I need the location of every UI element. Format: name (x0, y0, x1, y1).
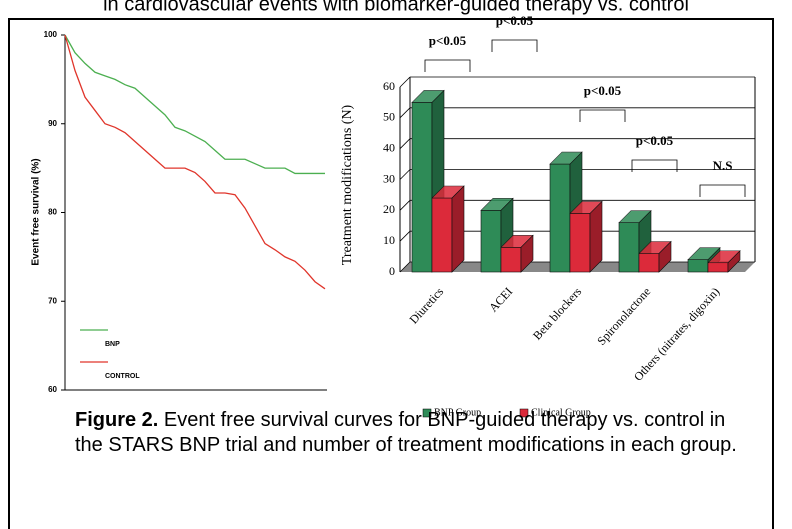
y-tick-label: 40 (383, 140, 395, 154)
bracket (699, 184, 746, 197)
legend-label: Clinical Group (531, 407, 591, 418)
caption: Figure 2. Event free survival curves for… (75, 408, 755, 458)
bar-side (727, 250, 741, 273)
y-tick-label: 90 (48, 119, 57, 128)
grid-line (399, 230, 411, 242)
x-tick-label: ACEI (486, 284, 515, 314)
bar-side (589, 200, 603, 273)
grid-line (399, 261, 411, 273)
bar-front (569, 213, 591, 273)
survival-line (64, 34, 326, 290)
bar-front (618, 222, 640, 273)
x-tick-label: Diuretics (406, 284, 446, 326)
y-tick-label: 10 (383, 233, 395, 247)
legend-label: BNP (105, 341, 120, 348)
bracket (424, 59, 471, 72)
bracket (579, 109, 626, 122)
caption-label: Figure 2. (75, 409, 159, 431)
grid-line (399, 76, 411, 88)
grid-line (399, 169, 411, 180)
x-tick-label: Spironolactone (594, 284, 653, 347)
grid-line (399, 200, 411, 211)
y-tick-label: 20 (383, 202, 395, 216)
y-tick-label: 60 (383, 79, 395, 93)
bar-side (658, 240, 672, 273)
frame (8, 18, 774, 529)
bar-front (687, 259, 709, 273)
y-axis-label: Event free survival (%) (31, 158, 42, 265)
y-tick-label: 50 (383, 110, 395, 124)
y-tick-label: 30 (383, 171, 395, 185)
legend-swatch (422, 408, 432, 418)
bracket (491, 39, 538, 52)
annotation: p<0.05 (429, 33, 467, 48)
y-axis-label: Treatment modifications (N) (340, 104, 355, 265)
annotation: p<0.05 (496, 13, 534, 28)
y-tick-label: 100 (44, 30, 58, 39)
grid-line (399, 107, 411, 119)
y-tick-label: 0 (389, 264, 395, 278)
legend-swatch (519, 408, 529, 418)
annotation: p<0.05 (584, 83, 622, 98)
bar-front (431, 197, 453, 273)
annotation: N.S (713, 158, 733, 173)
bar-front (549, 163, 571, 273)
y-tick-label: 60 (48, 385, 57, 394)
y-tick-label: 80 (48, 208, 57, 217)
caption-text: Event free survival curves for BNP-guide… (75, 409, 737, 456)
bar-front (480, 210, 502, 273)
bar-front (411, 102, 433, 273)
slide-title: in cardiovascular events with biomarker-… (103, 0, 689, 15)
grid-line (399, 138, 411, 149)
bracket (631, 159, 678, 172)
legend-label: BNP Group (434, 407, 481, 418)
bar-front (500, 247, 522, 273)
annotation: p<0.05 (636, 133, 674, 148)
y-tick-label: 70 (48, 296, 57, 305)
legend-label: CONTROL (105, 373, 140, 380)
bar-side (451, 185, 465, 273)
survival-line (64, 34, 325, 175)
bar-front (707, 262, 729, 273)
x-tick-label: Beta blockers (530, 284, 585, 342)
bar-side (520, 234, 534, 273)
bar-front (638, 253, 660, 273)
